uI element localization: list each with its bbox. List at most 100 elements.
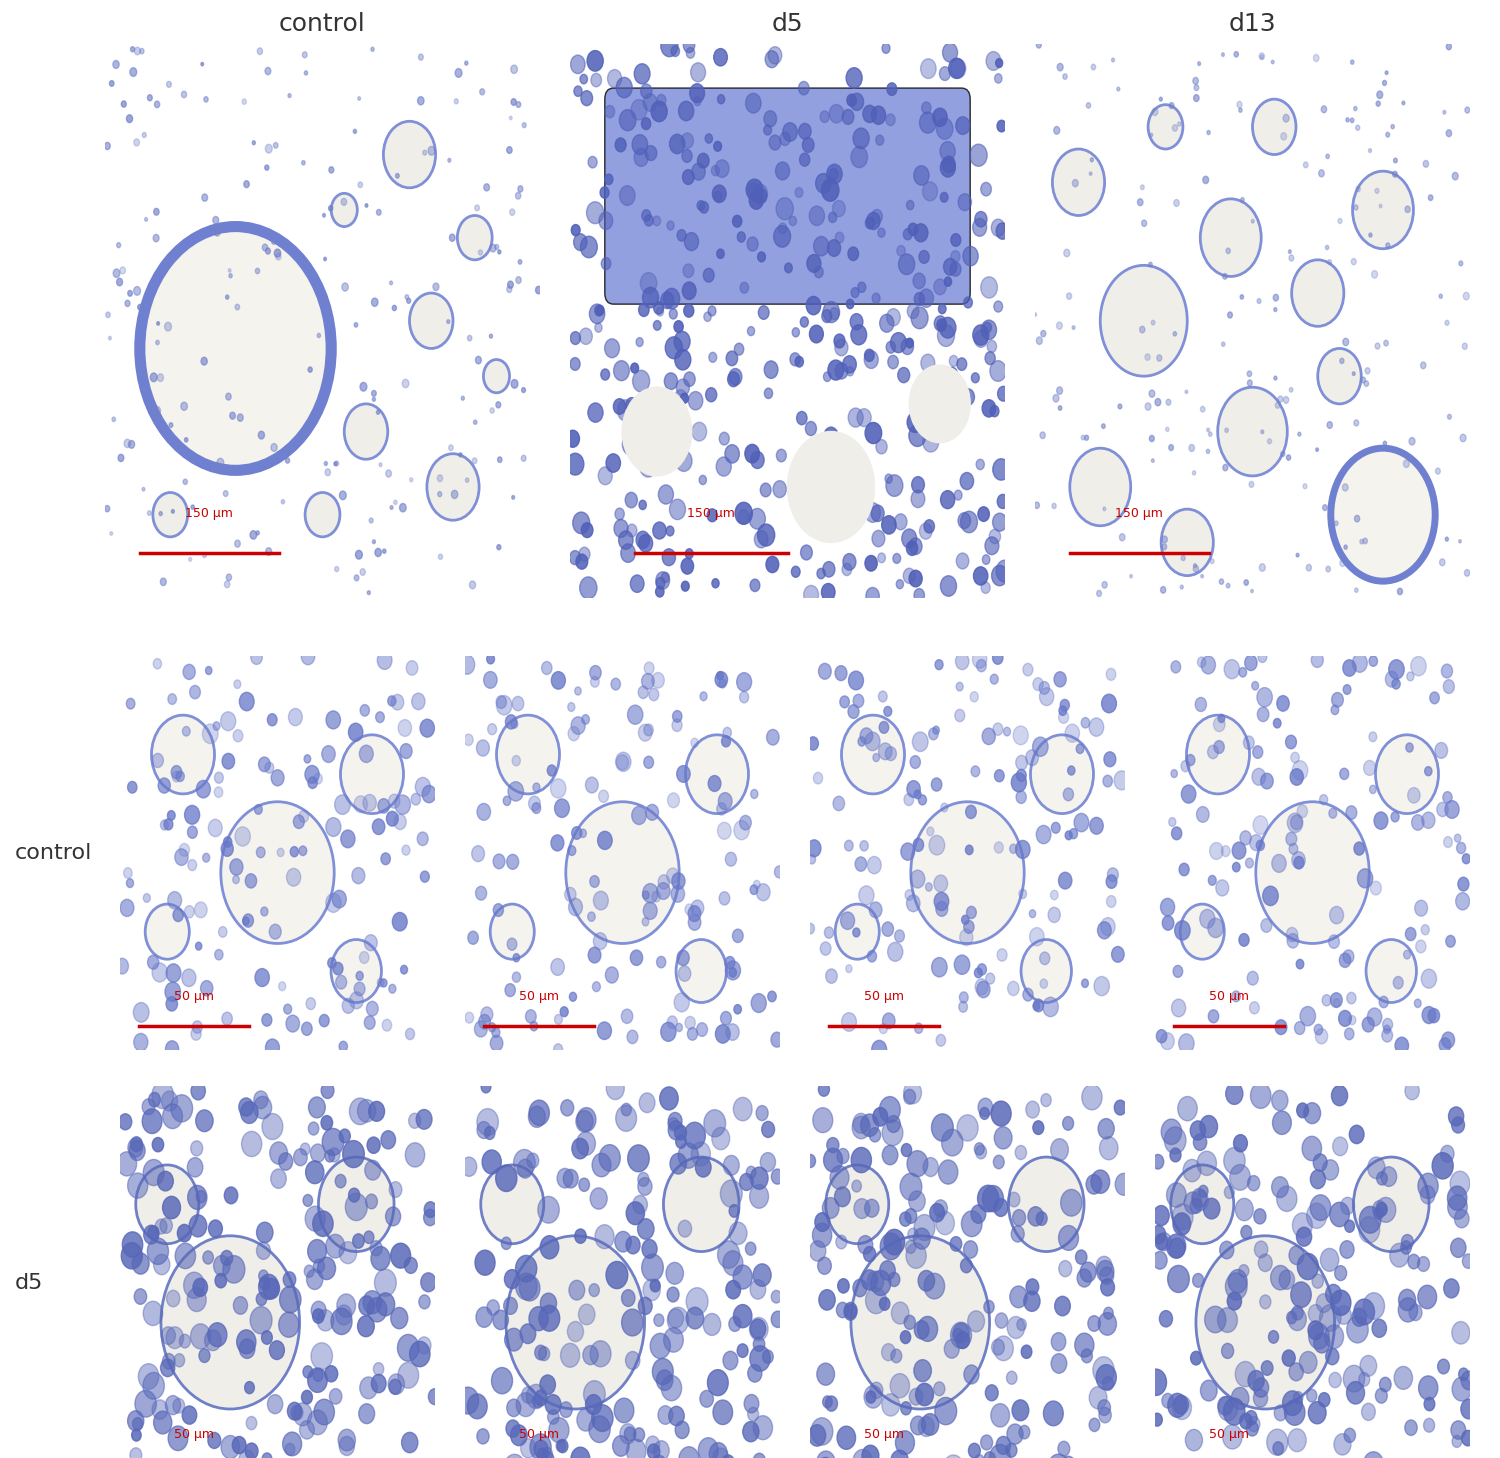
- Circle shape: [1354, 843, 1365, 856]
- Circle shape: [600, 187, 609, 198]
- Circle shape: [352, 1233, 364, 1248]
- Circle shape: [802, 137, 814, 153]
- Circle shape: [934, 1397, 957, 1424]
- Circle shape: [918, 795, 927, 805]
- Circle shape: [1053, 127, 1060, 134]
- Circle shape: [128, 781, 136, 793]
- Circle shape: [1458, 878, 1468, 891]
- Circle shape: [1202, 656, 1215, 674]
- Circle shape: [506, 714, 518, 729]
- Circle shape: [842, 716, 904, 795]
- Circle shape: [742, 1422, 759, 1442]
- Circle shape: [459, 453, 462, 456]
- Circle shape: [1034, 999, 1044, 1012]
- Circle shape: [512, 755, 520, 765]
- Circle shape: [720, 1012, 732, 1025]
- Circle shape: [510, 1424, 526, 1446]
- Circle shape: [598, 211, 612, 229]
- Circle shape: [632, 134, 648, 155]
- Circle shape: [1353, 653, 1368, 672]
- Circle shape: [354, 983, 364, 996]
- Circle shape: [1282, 1350, 1294, 1366]
- Circle shape: [668, 222, 674, 230]
- Circle shape: [270, 924, 280, 939]
- Circle shape: [1200, 407, 1204, 413]
- Circle shape: [633, 370, 650, 392]
- Circle shape: [768, 991, 777, 1002]
- Circle shape: [328, 1147, 340, 1162]
- Circle shape: [474, 1021, 488, 1037]
- Circle shape: [921, 102, 932, 114]
- Circle shape: [267, 714, 278, 726]
- Circle shape: [912, 732, 928, 751]
- Circle shape: [1050, 1139, 1068, 1161]
- Circle shape: [1374, 1207, 1383, 1219]
- Circle shape: [542, 662, 552, 675]
- Circle shape: [288, 93, 291, 98]
- Circle shape: [339, 1242, 357, 1264]
- Circle shape: [1173, 331, 1176, 335]
- Circle shape: [112, 60, 118, 69]
- Circle shape: [1040, 681, 1050, 694]
- Circle shape: [1101, 917, 1114, 936]
- Circle shape: [830, 308, 839, 319]
- Circle shape: [1322, 994, 1330, 1006]
- Circle shape: [1024, 1290, 1039, 1311]
- Circle shape: [828, 513, 843, 532]
- Circle shape: [1288, 255, 1294, 261]
- Circle shape: [992, 566, 1008, 586]
- Circle shape: [615, 139, 626, 152]
- Circle shape: [1023, 663, 1034, 677]
- Circle shape: [676, 939, 726, 1003]
- Circle shape: [716, 672, 728, 687]
- Circle shape: [344, 404, 387, 459]
- Circle shape: [888, 1273, 900, 1286]
- Circle shape: [152, 1082, 174, 1108]
- Circle shape: [482, 1007, 494, 1022]
- Circle shape: [690, 83, 705, 102]
- Circle shape: [579, 547, 590, 561]
- Circle shape: [1150, 1226, 1166, 1244]
- Circle shape: [1082, 1349, 1092, 1363]
- Circle shape: [303, 427, 309, 434]
- Circle shape: [556, 1441, 566, 1452]
- Circle shape: [1446, 130, 1452, 137]
- Circle shape: [147, 955, 159, 970]
- Circle shape: [390, 1244, 411, 1268]
- Circle shape: [1166, 399, 1172, 405]
- Circle shape: [950, 356, 958, 366]
- Circle shape: [326, 300, 328, 305]
- Circle shape: [720, 1180, 742, 1207]
- Circle shape: [1008, 1158, 1084, 1251]
- Circle shape: [1274, 308, 1276, 312]
- Circle shape: [652, 522, 666, 539]
- Circle shape: [152, 716, 214, 795]
- Circle shape: [556, 1168, 573, 1188]
- Circle shape: [1272, 1177, 1288, 1197]
- Circle shape: [852, 1117, 870, 1139]
- Circle shape: [1194, 85, 1198, 90]
- Circle shape: [378, 799, 390, 814]
- Circle shape: [723, 1352, 738, 1371]
- Circle shape: [1168, 1238, 1185, 1258]
- Circle shape: [182, 402, 188, 410]
- Circle shape: [1164, 1127, 1186, 1153]
- Circle shape: [1342, 660, 1356, 677]
- Circle shape: [1096, 1257, 1112, 1276]
- Circle shape: [1167, 1266, 1190, 1292]
- Circle shape: [978, 1185, 999, 1212]
- Circle shape: [630, 363, 639, 373]
- Circle shape: [956, 682, 963, 691]
- Circle shape: [886, 114, 896, 125]
- Circle shape: [270, 1142, 288, 1163]
- Circle shape: [1383, 80, 1386, 86]
- Circle shape: [630, 951, 642, 965]
- Circle shape: [1284, 397, 1288, 404]
- Circle shape: [172, 908, 183, 921]
- Circle shape: [990, 1445, 1011, 1458]
- Circle shape: [975, 968, 982, 978]
- Circle shape: [888, 356, 898, 369]
- Circle shape: [214, 773, 223, 783]
- Circle shape: [1376, 101, 1380, 106]
- Circle shape: [1252, 746, 1263, 758]
